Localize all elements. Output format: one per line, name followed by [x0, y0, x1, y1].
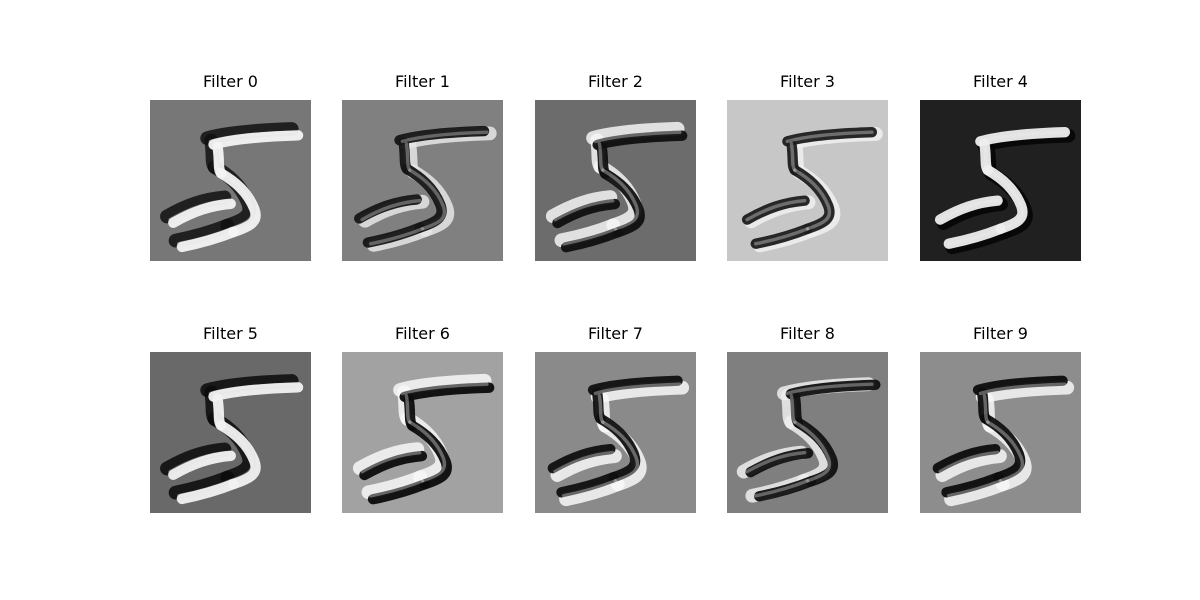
panel-title: Filter 6	[395, 324, 450, 343]
filter-panel-1: Filter 1	[342, 72, 503, 261]
filter-panel-4: Filter 4	[920, 72, 1081, 261]
panel-title: Filter 3	[780, 72, 835, 91]
filter-panel-9: Filter 9	[920, 324, 1081, 513]
panel-title: Filter 8	[780, 324, 835, 343]
filter-panel-8: Filter 8	[727, 324, 888, 513]
filter-image	[342, 352, 503, 513]
filter-panel-5: Filter 5	[150, 324, 311, 513]
filter-image	[535, 100, 696, 261]
filter-image	[150, 100, 311, 261]
filter-image	[727, 352, 888, 513]
panel-title: Filter 0	[203, 72, 258, 91]
filter-image	[535, 352, 696, 513]
filter-image	[920, 100, 1081, 261]
filter-image	[150, 352, 311, 513]
filter-image	[727, 100, 888, 261]
panel-title: Filter 7	[588, 324, 643, 343]
filter-panel-6: Filter 6	[342, 324, 503, 513]
panel-title: Filter 5	[203, 324, 258, 343]
filter-panel-0: Filter 0	[150, 72, 311, 261]
filter-image	[342, 100, 503, 261]
panel-title: Filter 9	[973, 324, 1028, 343]
panel-title: Filter 2	[588, 72, 643, 91]
filter-panel-7: Filter 7	[535, 324, 696, 513]
filter-panel-3: Filter 3	[727, 72, 888, 261]
filter-panel-2: Filter 2	[535, 72, 696, 261]
filter-image	[920, 352, 1081, 513]
panel-title: Filter 4	[973, 72, 1028, 91]
panel-title: Filter 1	[395, 72, 450, 91]
